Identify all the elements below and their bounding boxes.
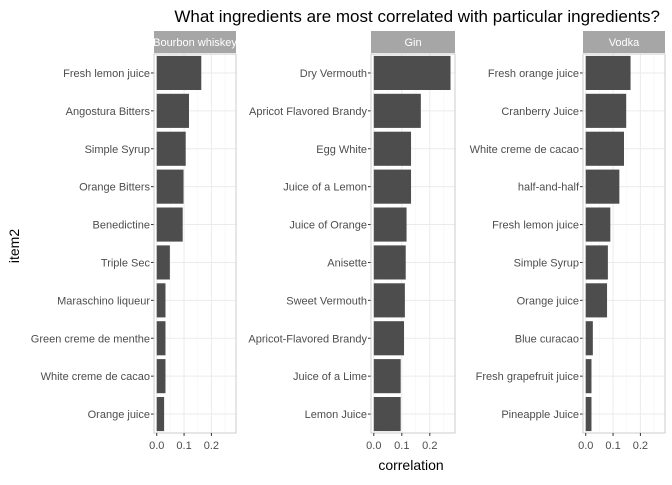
- category-label: Orange juice: [517, 295, 579, 307]
- bar-2-3: [585, 169, 620, 204]
- bar-1-7: [373, 321, 405, 356]
- category-label: White creme de cacao: [41, 371, 150, 383]
- y-axis-title: item2: [6, 229, 22, 263]
- bar-0-1: [156, 93, 189, 128]
- bar-2-6: [585, 283, 608, 318]
- bar-2-1: [585, 93, 627, 128]
- category-label: Angostura Bitters: [66, 106, 151, 118]
- category-label: Orange juice: [88, 409, 150, 421]
- bar-0-6: [156, 283, 166, 318]
- facet-panels: Bourbon whiskey Fresh lemon juice Angostur…: [31, 31, 666, 452]
- category-label: Pineapple Juice: [501, 409, 579, 421]
- facet-strip-label: Vodka: [609, 37, 640, 49]
- panel-border: [370, 53, 456, 434]
- bar-0-5: [156, 245, 170, 280]
- category-label: Apricot-Flavored Brandy: [248, 333, 367, 345]
- panel-border: [582, 53, 666, 434]
- category-label: Fresh orange juice: [488, 68, 579, 80]
- category-label: Benedictine: [93, 220, 151, 232]
- facet-panel-0: Bourbon whiskey Fresh lemon juice Angostur…: [31, 31, 237, 452]
- category-label: Juice of a Lime: [293, 371, 367, 383]
- bar-0-3: [156, 169, 184, 204]
- category-label: Blue curacao: [515, 333, 579, 345]
- facet-strip-label: Gin: [404, 37, 421, 49]
- category-label: Maraschino liqueur: [57, 295, 150, 307]
- bar-1-5: [373, 245, 406, 280]
- x-tick-label: 0.0: [149, 440, 164, 452]
- category-label: Fresh lemon juice: [492, 220, 579, 232]
- facet-strip: [154, 31, 236, 53]
- bar-2-8: [585, 359, 592, 394]
- bar-1-9: [373, 396, 401, 432]
- category-label: Fresh grapefruit juice: [476, 371, 579, 383]
- category-label: Simple Syrup: [514, 257, 579, 269]
- bar-1-3: [373, 169, 412, 204]
- x-tick-label: 0.1: [605, 440, 620, 452]
- x-tick-label: 0.2: [422, 440, 437, 452]
- bar-1-0: [373, 55, 451, 91]
- category-label: Green creme de menthe: [31, 333, 150, 345]
- x-tick-label: 0.1: [394, 440, 409, 452]
- bar-1-1: [373, 93, 421, 128]
- bar-0-7: [156, 321, 166, 356]
- bar-1-8: [373, 359, 401, 394]
- bar-2-5: [585, 245, 608, 280]
- bar-2-4: [585, 207, 611, 242]
- category-label: Simple Syrup: [85, 144, 150, 156]
- category-label: Egg White: [316, 144, 367, 156]
- category-label: Triple Sec: [101, 257, 151, 269]
- category-label: Apricot Flavored Brandy: [249, 106, 367, 118]
- category-label: Juice of a Lemon: [283, 182, 367, 194]
- facet-strip-label: Bourbon whiskey: [153, 37, 237, 49]
- category-label: Orange Bitters: [79, 182, 150, 194]
- category-label: Cranberry Juice: [501, 106, 579, 118]
- panel-border: [153, 53, 237, 434]
- facet-panel-2: Vodka Fresh orange juice Cranberry Juice Wh…: [470, 31, 666, 452]
- bar-0-0: [156, 55, 202, 91]
- bar-0-9: [156, 396, 165, 432]
- x-tick-label: 0.2: [633, 440, 648, 452]
- category-label: Fresh lemon juice: [63, 68, 150, 80]
- bar-2-7: [585, 321, 593, 356]
- x-tick-label: 0.2: [204, 440, 219, 452]
- bar-2-2: [585, 131, 624, 166]
- facet-strip: [371, 31, 455, 53]
- category-label: Sweet Vermouth: [286, 295, 367, 307]
- x-tick-label: 0.0: [578, 440, 593, 452]
- category-label: half-and-half: [518, 182, 580, 194]
- x-tick-label: 0.0: [366, 440, 381, 452]
- category-label: Lemon Juice: [305, 409, 367, 421]
- category-label: Anisette: [327, 257, 367, 269]
- bar-2-0: [585, 55, 631, 91]
- category-label: Dry Vermouth: [300, 68, 367, 80]
- bar-1-6: [373, 283, 405, 318]
- bar-0-8: [156, 359, 166, 394]
- x-axis-title: correlation: [378, 457, 443, 473]
- x-tick-label: 0.1: [176, 440, 191, 452]
- bar-1-2: [373, 131, 412, 166]
- bar-0-4: [156, 207, 183, 242]
- chart-title: What ingredients are most correlated wit…: [174, 7, 660, 26]
- facet-panel-1: Gin Dry Vermouth Apricot Flavored Brandy Eg…: [248, 31, 456, 452]
- category-label: White creme de cacao: [470, 144, 579, 156]
- bar-2-9: [585, 396, 592, 432]
- bar-0-2: [156, 131, 186, 166]
- category-label: Juice of Orange: [289, 220, 367, 232]
- facet-strip: [583, 31, 665, 53]
- bar-1-4: [373, 207, 407, 242]
